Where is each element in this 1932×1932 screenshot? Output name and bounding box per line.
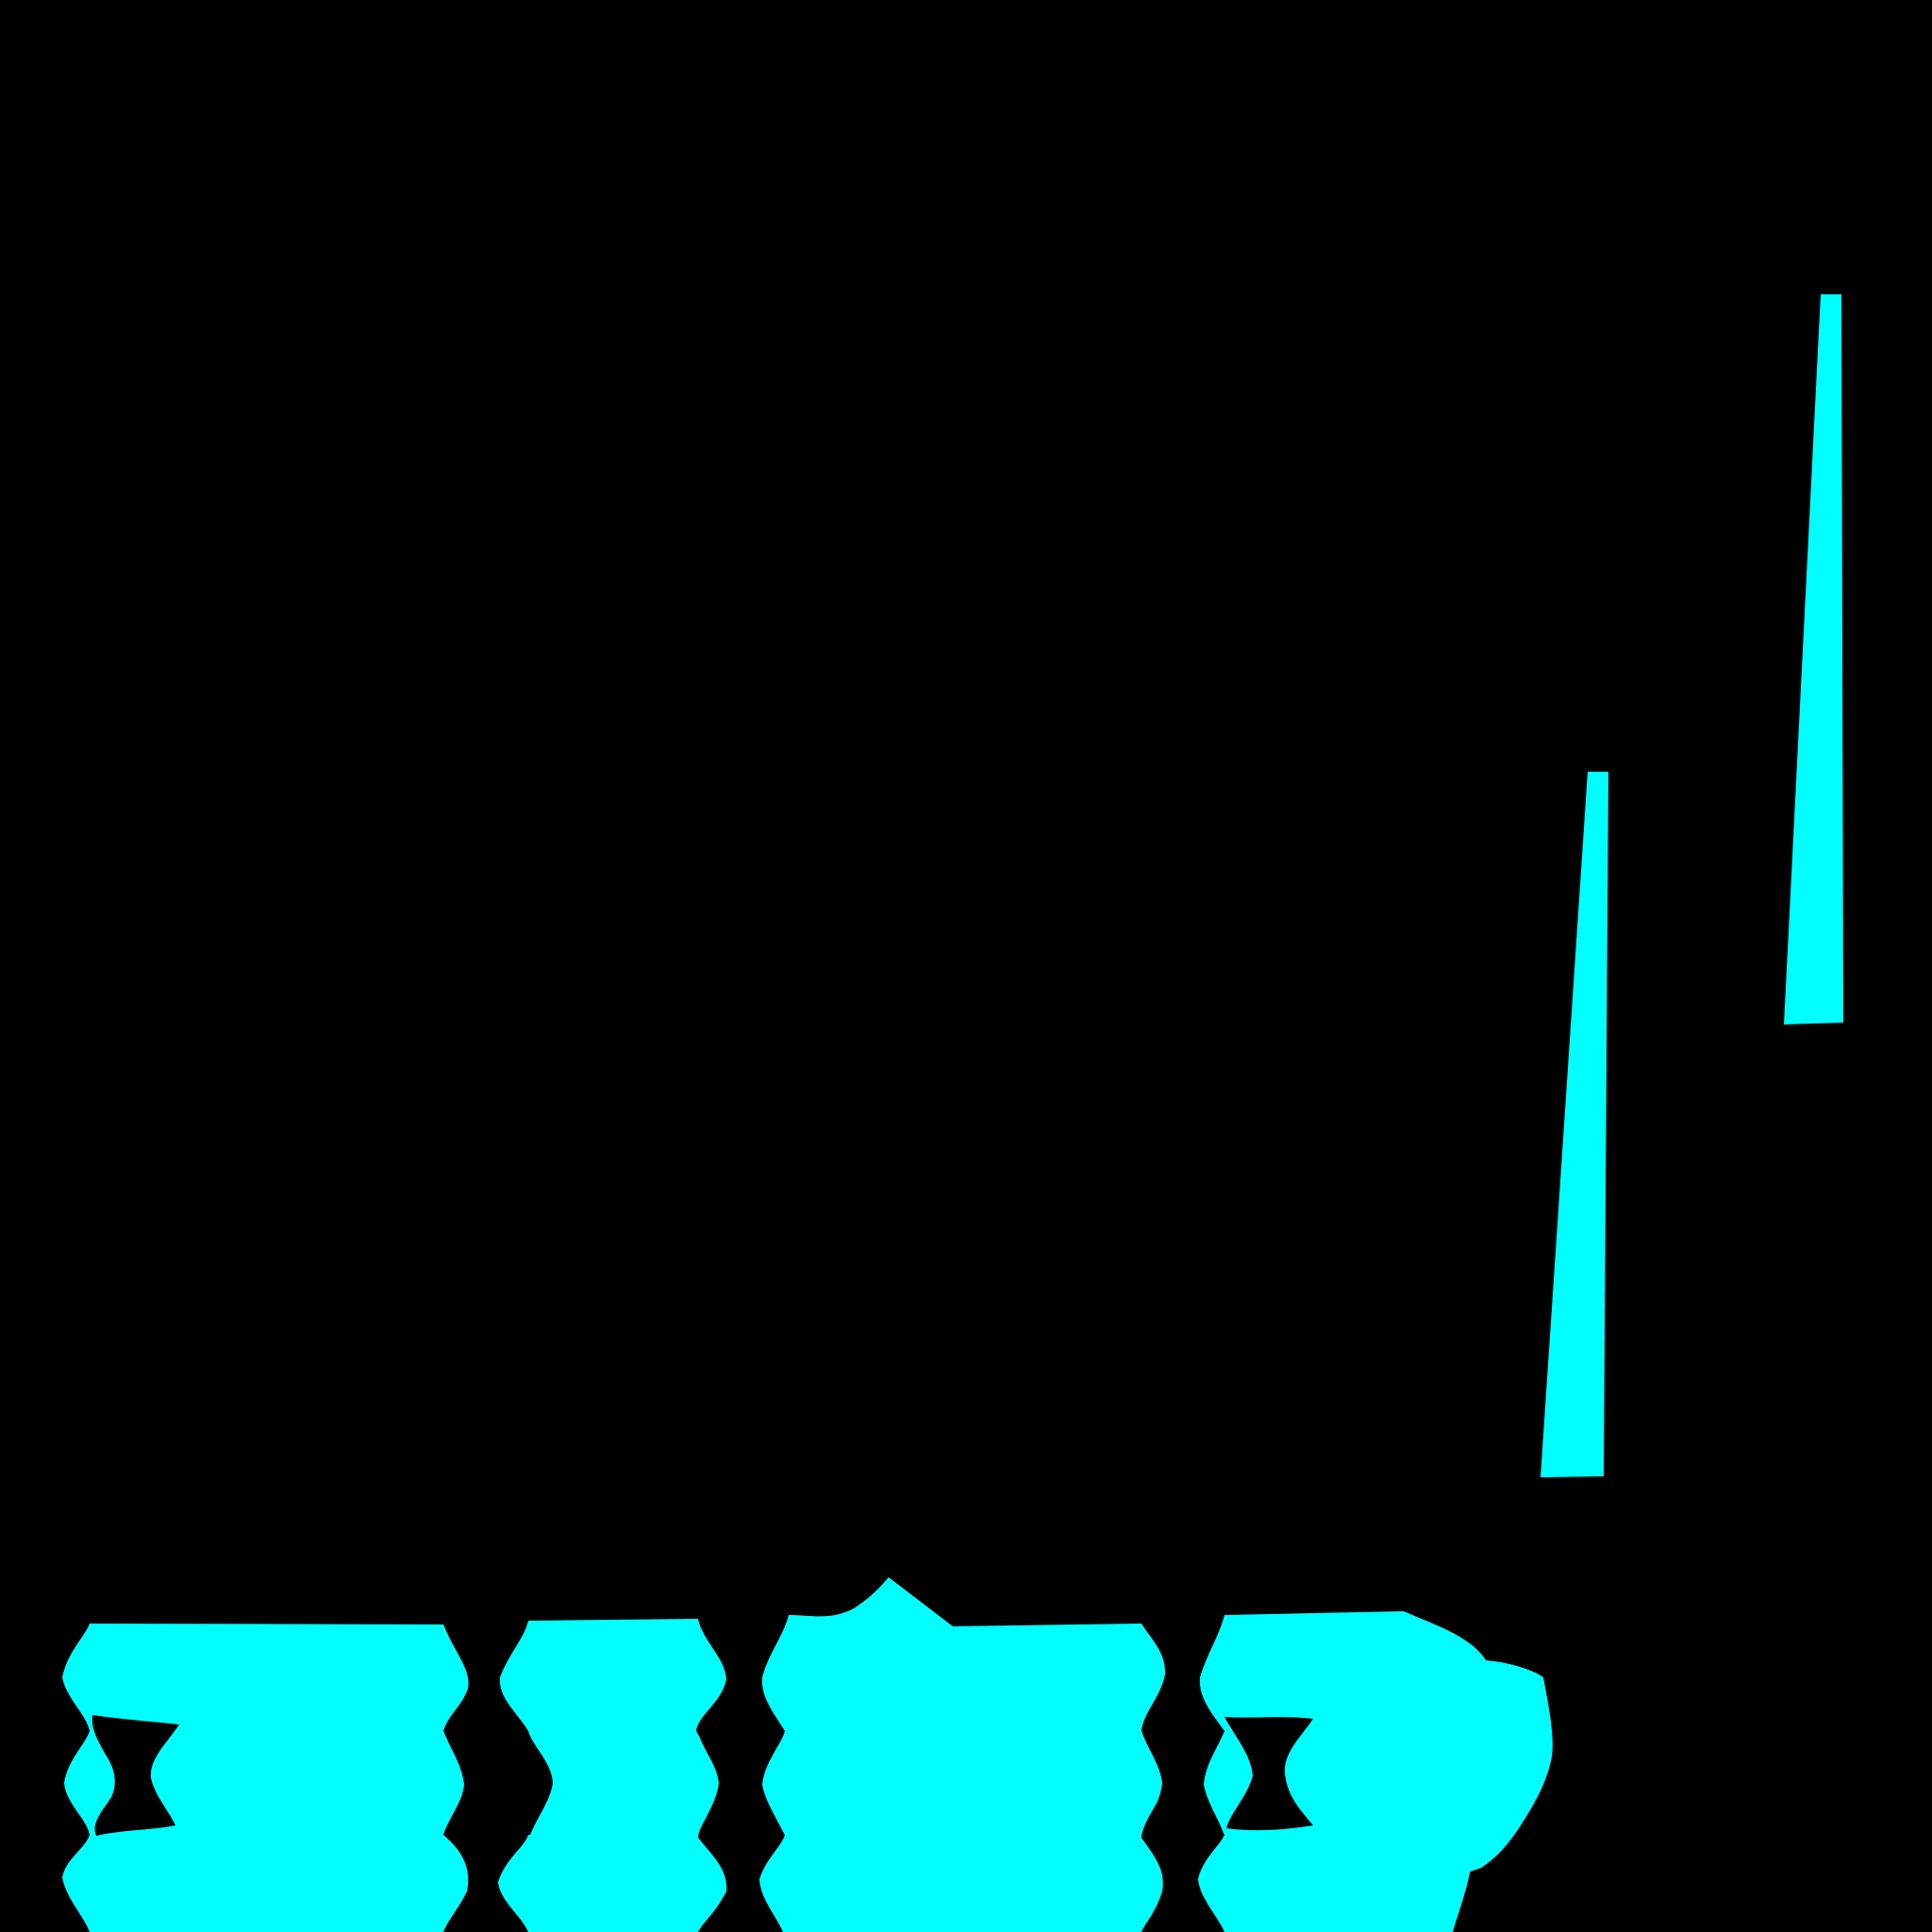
bulge-shape-right [1467,1660,1553,1873]
wavy-cutout-band [62,1577,1494,1932]
band-segment-2 [498,1619,727,1932]
band-segment-3 [759,1577,1166,1932]
band-cutout [1224,1717,1313,1831]
band-base [62,1624,469,1932]
band-segment-4 [1198,1611,1494,1932]
tall-wedge-middle [1541,772,1608,1477]
band-cutout [443,1730,553,1839]
tall-wedge-right [1784,294,1843,1024]
band-cutout [92,1715,179,1836]
band-cutout [698,1730,785,1839]
band-cutout [1141,1730,1224,1839]
